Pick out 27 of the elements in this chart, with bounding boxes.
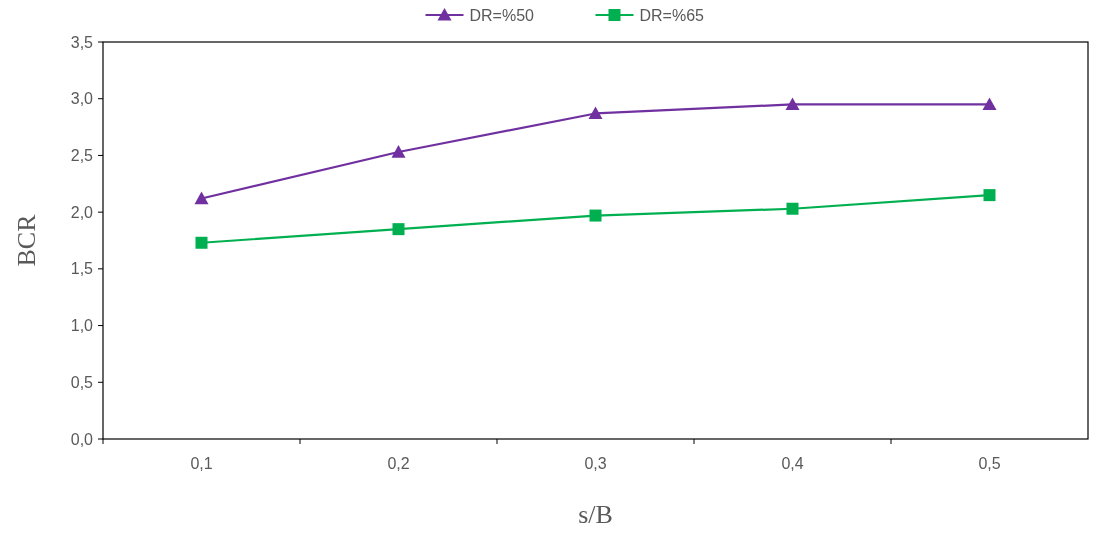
point xyxy=(589,209,602,222)
y-tick-label: 0,0 xyxy=(70,430,94,448)
x-tick-label: 0,4 xyxy=(781,455,804,472)
point xyxy=(785,97,800,110)
x-tick-label: 0,2 xyxy=(387,455,410,472)
y-tick-label: 3,0 xyxy=(70,90,94,108)
y-tick-label: 1,0 xyxy=(70,317,94,335)
point xyxy=(391,145,406,158)
legend-label: DR=%50 xyxy=(469,6,535,24)
x-tick-label: 0,5 xyxy=(978,455,1001,472)
legend-label: DR=%65 xyxy=(639,6,705,24)
x-tick-label: 0,3 xyxy=(584,455,607,472)
y-tick-label: 2,0 xyxy=(70,203,94,221)
point xyxy=(392,223,405,236)
y-tick-label: 0,5 xyxy=(70,373,94,391)
x-axis-title: s/B xyxy=(578,500,613,529)
point xyxy=(588,106,603,120)
point xyxy=(983,189,996,202)
point xyxy=(786,202,799,215)
point xyxy=(195,236,208,249)
y-axis-title: BCR xyxy=(12,213,41,267)
point xyxy=(982,97,997,110)
x-tick-label: 0,1 xyxy=(190,455,213,472)
y-tick-label: 3,5 xyxy=(70,33,94,51)
point xyxy=(194,191,209,205)
y-tick-label: 1,5 xyxy=(70,260,94,278)
y-tick-label: 2,5 xyxy=(70,147,94,165)
